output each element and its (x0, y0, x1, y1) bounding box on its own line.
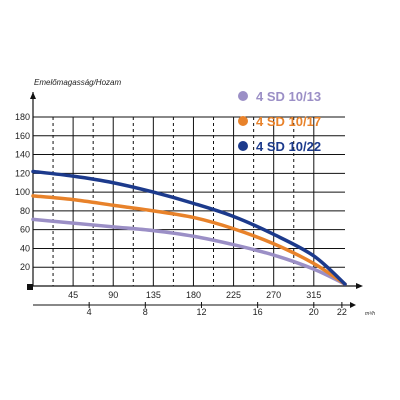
x-tick-label: 135 (146, 290, 161, 300)
secondary-x-tick-label: 12 (196, 307, 206, 317)
legend-marker-0 (238, 91, 248, 101)
grid (32, 116, 345, 286)
secondary-x-tick-label: 20 (309, 307, 319, 317)
secondary-x-tick-label: 8 (143, 307, 148, 317)
y-axis-arrow (30, 92, 36, 99)
secondary-x-axis-arrow (350, 302, 356, 308)
y-tick-label: 60 (20, 225, 30, 235)
axes: 20 40 60 80 100 120 140 160 180 45 90 135 180 225 270 3… (15, 92, 375, 317)
origin-marker (27, 284, 33, 290)
y-tick-label: 80 (20, 206, 30, 216)
x-tick-label: 90 (108, 290, 118, 300)
legend: 4 SD 10/13 4 SD 10/17 4 SD 10/22 (238, 89, 321, 154)
x-tick-label: 45 (68, 290, 78, 300)
y-tick-label: 40 (20, 243, 30, 253)
series-line-2 (31, 169, 347, 286)
y-tick-label: 100 (15, 187, 30, 197)
x-axis-arrow (356, 283, 363, 289)
series-line-0 (31, 217, 347, 286)
x-tick-label: 225 (226, 290, 241, 300)
y-tick-label: 120 (15, 168, 30, 178)
secondary-x-unit: m³/h (365, 311, 375, 317)
legend-marker-2 (238, 141, 248, 151)
y-tick-label: 140 (15, 150, 30, 160)
legend-label-1: 4 SD 10/17 (256, 114, 321, 129)
series-line-1 (31, 194, 347, 286)
secondary-x-tick-label: 4 (87, 307, 92, 317)
legend-label-2: 4 SD 10/22 (256, 139, 321, 154)
y-axis-label: Emelőmagasság/Hozam (34, 78, 121, 87)
y-tick-label: 180 (15, 112, 30, 122)
legend-marker-1 (238, 116, 248, 126)
secondary-x-tick-label: 22 (337, 307, 347, 317)
legend-label-0: 4 SD 10/13 (256, 89, 321, 104)
x-tick-label: 315 (306, 290, 321, 300)
y-tick-label: 20 (20, 262, 30, 272)
x-tick-label: 180 (186, 290, 201, 300)
series-layer (31, 169, 347, 286)
secondary-x-tick-label: 16 (253, 307, 263, 317)
x-tick-label: 270 (266, 290, 281, 300)
y-tick-label: 160 (15, 131, 30, 141)
